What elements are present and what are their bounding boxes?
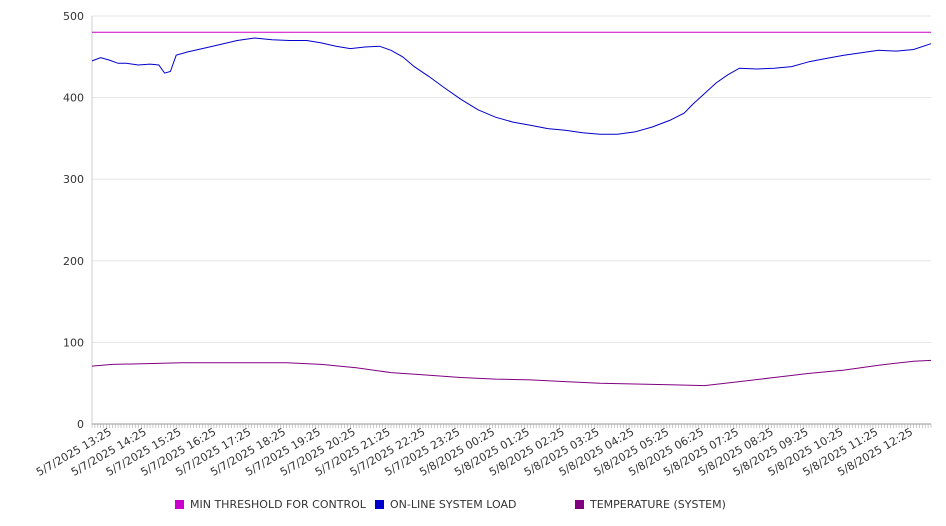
y-tick-label: 500 (63, 10, 84, 23)
legend-item-system-load[interactable]: ON-LINE SYSTEM LOAD (375, 498, 516, 511)
series-lines (91, 31, 932, 387)
legend-label-temperature: TEMPERATURE (SYSTEM) (590, 498, 726, 511)
x-axis-ticks: 5/7/2025 13:255/7/2025 14:255/7/2025 15:… (34, 424, 932, 479)
y-tick-label: 200 (63, 255, 84, 268)
legend-item-min-threshold[interactable]: MIN THRESHOLD FOR CONTROL (175, 498, 366, 511)
axes (91, 16, 931, 425)
legend: MIN THRESHOLD FOR CONTROL ON-LINE SYSTEM… (175, 498, 815, 514)
series-line-system-load (91, 37, 932, 135)
y-axis-ticks: 0 100 200 300 400 500 (63, 10, 84, 431)
y-tick-label: 100 (63, 336, 84, 349)
y-tick-label: 400 (63, 92, 84, 105)
y-tick-label: 300 (63, 173, 84, 186)
grid-lines (92, 15, 931, 343)
series-line-temperature (91, 359, 932, 387)
legend-swatch-min-threshold (175, 500, 184, 509)
legend-label-min-threshold: MIN THRESHOLD FOR CONTROL (190, 498, 366, 511)
legend-swatch-system-load (375, 500, 384, 509)
legend-label-system-load: ON-LINE SYSTEM LOAD (390, 498, 517, 511)
y-tick-label: 0 (77, 418, 84, 431)
legend-item-temperature[interactable]: TEMPERATURE (SYSTEM) (575, 498, 726, 511)
legend-swatch-temperature (575, 500, 584, 509)
